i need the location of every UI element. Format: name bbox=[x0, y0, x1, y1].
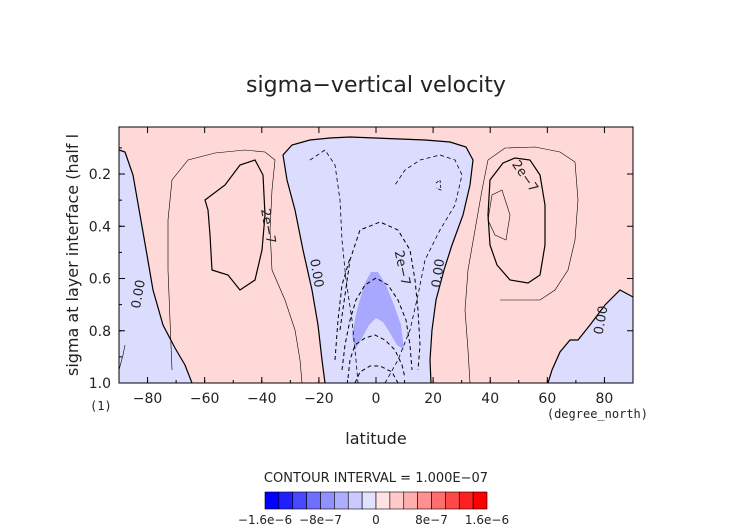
contour-label: 0.00 bbox=[306, 258, 326, 289]
contour-label: 0.00 bbox=[129, 279, 149, 310]
negative-region-right bbox=[548, 290, 633, 383]
colorbar-swatch bbox=[278, 491, 294, 510]
colorbar-swatch bbox=[445, 491, 460, 510]
colorbar-swatch bbox=[458, 491, 474, 510]
contour-label: 2e−7 bbox=[257, 208, 278, 246]
y-axis: 0.2 0.4 0.6 0.8 1.0 bbox=[89, 147, 633, 392]
colorbar-swatch bbox=[306, 491, 321, 510]
colorbar-swatch bbox=[264, 491, 280, 510]
contour-lines bbox=[119, 136, 633, 383]
colorbar-swatch bbox=[375, 491, 391, 510]
y-tick-label: 0.6 bbox=[89, 272, 111, 288]
colorbar-tick-labels: −1.6e−6 −8e−7 0 8e−7 1.6e−6 bbox=[238, 513, 509, 527]
negative-core bbox=[352, 272, 404, 350]
negative-region-center bbox=[283, 137, 473, 383]
x-tick-label: −60 bbox=[190, 391, 220, 407]
colorbar-swatch bbox=[320, 491, 335, 510]
colorbar-swatch bbox=[431, 491, 446, 510]
y-axis-unit: (1) bbox=[90, 399, 112, 413]
colorbar-swatch bbox=[361, 491, 377, 510]
contour-interval: CONTOUR INTERVAL = 1.000E−07 bbox=[264, 471, 488, 486]
y-tick-label: 1.0 bbox=[89, 376, 111, 392]
x-tick-label: 20 bbox=[424, 391, 442, 407]
y-tick-label: 0.8 bbox=[89, 324, 111, 340]
x-tick-label: −40 bbox=[247, 391, 277, 407]
contour-label: 0.00 bbox=[592, 305, 612, 336]
colorbar-tick-label: −8e−7 bbox=[299, 513, 342, 527]
colorbar bbox=[264, 491, 488, 510]
x-tick-label: −20 bbox=[304, 391, 334, 407]
colorbar-swatch bbox=[347, 491, 363, 510]
colorbar-swatch bbox=[334, 491, 349, 510]
x-tick-label: 80 bbox=[596, 391, 614, 407]
x-axis: −80 −60 −40 −20 0 20 40 60 80 bbox=[118, 127, 634, 407]
colorbar-tick-label: 0 bbox=[372, 513, 380, 527]
colorbar-swatch bbox=[403, 491, 418, 510]
contour-label: 0.00 bbox=[429, 258, 448, 289]
colorbar-swatch bbox=[292, 491, 307, 510]
y-tick-label: 0.2 bbox=[89, 167, 111, 183]
x-tick-label: 40 bbox=[481, 391, 499, 407]
colorbar-tick-label: 1.6e−6 bbox=[465, 513, 509, 527]
colorbar-swatch bbox=[417, 491, 432, 510]
x-axis-label: latitude bbox=[345, 429, 406, 448]
contour-label: 2e−7 bbox=[391, 249, 413, 287]
x-tick-label: −80 bbox=[133, 391, 163, 407]
colorbar-swatch bbox=[472, 491, 488, 510]
y-axis-label: sigma at layer interface (half l bbox=[63, 134, 82, 376]
negative-region-left bbox=[119, 150, 192, 383]
colorbar-tick-label: −1.6e−6 bbox=[238, 513, 292, 527]
x-axis-unit: (degree_north) bbox=[547, 407, 648, 421]
colorbar-swatch bbox=[389, 491, 405, 510]
x-tick-label: 0 bbox=[372, 391, 381, 407]
x-tick-label: 60 bbox=[538, 391, 556, 407]
y-tick-label: 0.4 bbox=[89, 219, 111, 235]
chart-title: sigma−vertical velocity bbox=[246, 73, 506, 98]
colorbar-tick-label: 8e−7 bbox=[415, 513, 448, 527]
